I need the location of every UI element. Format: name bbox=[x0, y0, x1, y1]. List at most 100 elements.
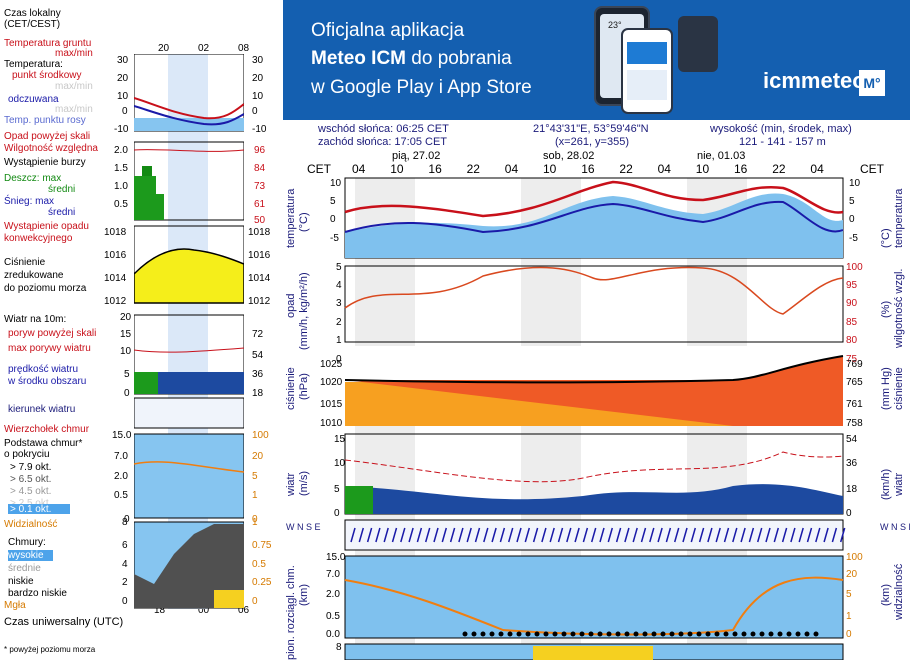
hour-label: 22 bbox=[772, 162, 786, 176]
cloud-base-dot bbox=[498, 631, 504, 637]
wind-arrow bbox=[707, 527, 713, 543]
temp-axis-label: temperatura bbox=[285, 189, 297, 248]
wind-speed-label-2: w środku obszaru bbox=[8, 376, 87, 387]
tick: 1012 bbox=[248, 296, 271, 307]
cloud-base-dot bbox=[579, 631, 585, 637]
precip-panel bbox=[344, 265, 844, 343]
wind-arrow bbox=[491, 527, 497, 543]
tick-label: 18 bbox=[846, 484, 858, 495]
day-label: sob, 28.02 bbox=[543, 150, 595, 162]
app-promo-banner[interactable]: Oficjalna aplikacja Meteo ICM do pobrani… bbox=[283, 0, 910, 120]
tick-label: -5 bbox=[330, 233, 339, 244]
tick: 6 bbox=[122, 540, 128, 551]
compass-label-r: W N S E bbox=[880, 522, 910, 532]
snow-mid-label: średni bbox=[48, 207, 76, 218]
pressure-label: Ciśnienie bbox=[4, 257, 46, 268]
local-hour: 02 bbox=[198, 43, 210, 54]
legend-mini-charts bbox=[134, 54, 244, 609]
cloud-base-dot bbox=[543, 631, 549, 637]
cloud-base-dot bbox=[570, 631, 576, 637]
cloud-base-dot bbox=[480, 631, 486, 637]
wind-arrow bbox=[541, 527, 547, 543]
wind-arrow bbox=[798, 527, 804, 543]
wind-arrow bbox=[507, 527, 514, 543]
tick-label: 54 bbox=[846, 434, 858, 445]
icmmeteo-logo: icmmeteo bbox=[763, 68, 866, 94]
hour-label: 04 bbox=[810, 162, 824, 176]
wind-arrow bbox=[449, 527, 456, 543]
wind-arrow bbox=[532, 527, 539, 543]
wind-title: Wiatr na 10m: bbox=[4, 314, 67, 325]
tick: 72 bbox=[252, 329, 264, 340]
tick: 100 bbox=[252, 430, 269, 441]
wind-speed-area bbox=[345, 484, 843, 514]
okt-79: > 7.9 okt. bbox=[10, 462, 52, 473]
wind-arrow bbox=[383, 527, 389, 543]
pressure-axis-unit: (hPa) bbox=[298, 373, 310, 400]
gust-line bbox=[344, 451, 844, 483]
temperature-label: Temperatura: bbox=[4, 59, 63, 70]
tick: 73 bbox=[254, 181, 266, 192]
fog-label: Mgła bbox=[4, 600, 26, 611]
tick-label: -5 bbox=[849, 233, 858, 244]
tick-label: 0 bbox=[846, 508, 852, 519]
wind-arrow bbox=[566, 527, 572, 543]
wind-arrow bbox=[408, 527, 414, 543]
humidity-axis-label: wilgotność wzgl. bbox=[893, 268, 905, 348]
tick: 0 bbox=[252, 514, 258, 525]
wind-arrow bbox=[823, 527, 829, 543]
wind-arrow bbox=[391, 527, 398, 543]
tick-label: 5 bbox=[849, 196, 855, 207]
tick: 0 bbox=[252, 106, 258, 117]
wind-arrow bbox=[723, 527, 730, 543]
wind-arrow bbox=[765, 527, 771, 543]
hour-label: 04 bbox=[352, 162, 366, 176]
tick: 0 bbox=[122, 106, 128, 117]
cloud-base-dot bbox=[732, 631, 738, 637]
wind-arrow bbox=[366, 527, 373, 543]
mid-maxmin-label: max/min bbox=[55, 81, 93, 92]
logo-badge: M° bbox=[859, 70, 885, 96]
wind-arrow bbox=[690, 527, 697, 543]
phone-image-2 bbox=[621, 28, 673, 114]
wind-arrow bbox=[748, 527, 755, 543]
tick-label: 10 bbox=[849, 178, 861, 189]
pressure-line bbox=[344, 355, 844, 384]
humidity-line bbox=[344, 266, 844, 315]
tick-label: 758 bbox=[846, 418, 863, 429]
tick-label: 15.0 bbox=[326, 552, 346, 563]
tick-label: 1015 bbox=[320, 399, 343, 410]
wind-arrow bbox=[831, 527, 838, 543]
cloud-base-dot bbox=[606, 631, 612, 637]
hour-label: 22 bbox=[466, 162, 480, 176]
meteogram-chart bbox=[344, 177, 846, 660]
cloud-base-label: Podstawa chmur* bbox=[4, 438, 83, 449]
cloud-base-dot bbox=[489, 631, 495, 637]
banner-line-2: Meteo ICM do pobrania bbox=[311, 48, 512, 70]
hour-label: 16 bbox=[581, 162, 595, 176]
banner-line-2-rest: do pobrania bbox=[406, 48, 512, 69]
tick-label: 0 bbox=[336, 354, 342, 365]
tick: 84 bbox=[254, 163, 266, 174]
local-hour: 20 bbox=[158, 43, 170, 54]
okt-01: > 0.1 okt. bbox=[8, 504, 70, 515]
cloud-base-dot bbox=[642, 631, 648, 637]
okt-25: > 2.5 okt. bbox=[10, 498, 51, 509]
tick: 96 bbox=[254, 145, 266, 156]
wind-arrow bbox=[375, 527, 381, 543]
visibility-line bbox=[344, 576, 844, 636]
wind-arrow bbox=[673, 527, 680, 543]
cloudbase-axis-label: pion. rozciągl. chm. bbox=[285, 565, 297, 660]
tick-label: 5 bbox=[336, 262, 342, 273]
wind-arrow bbox=[549, 527, 555, 543]
tick-label: 0 bbox=[846, 629, 852, 640]
rain-max-label: Deszcz: max bbox=[4, 173, 62, 184]
okt-45: > 4.5 okt. bbox=[10, 486, 52, 497]
wind-arrow bbox=[582, 527, 589, 543]
tick: 20 bbox=[120, 312, 132, 323]
temp-axis-unit-r: (°C) bbox=[880, 228, 892, 248]
tick-label: 80 bbox=[846, 335, 858, 346]
cloud-base-dot bbox=[507, 631, 513, 637]
hour-label: 10 bbox=[695, 162, 710, 176]
tick: 54 bbox=[252, 350, 264, 361]
